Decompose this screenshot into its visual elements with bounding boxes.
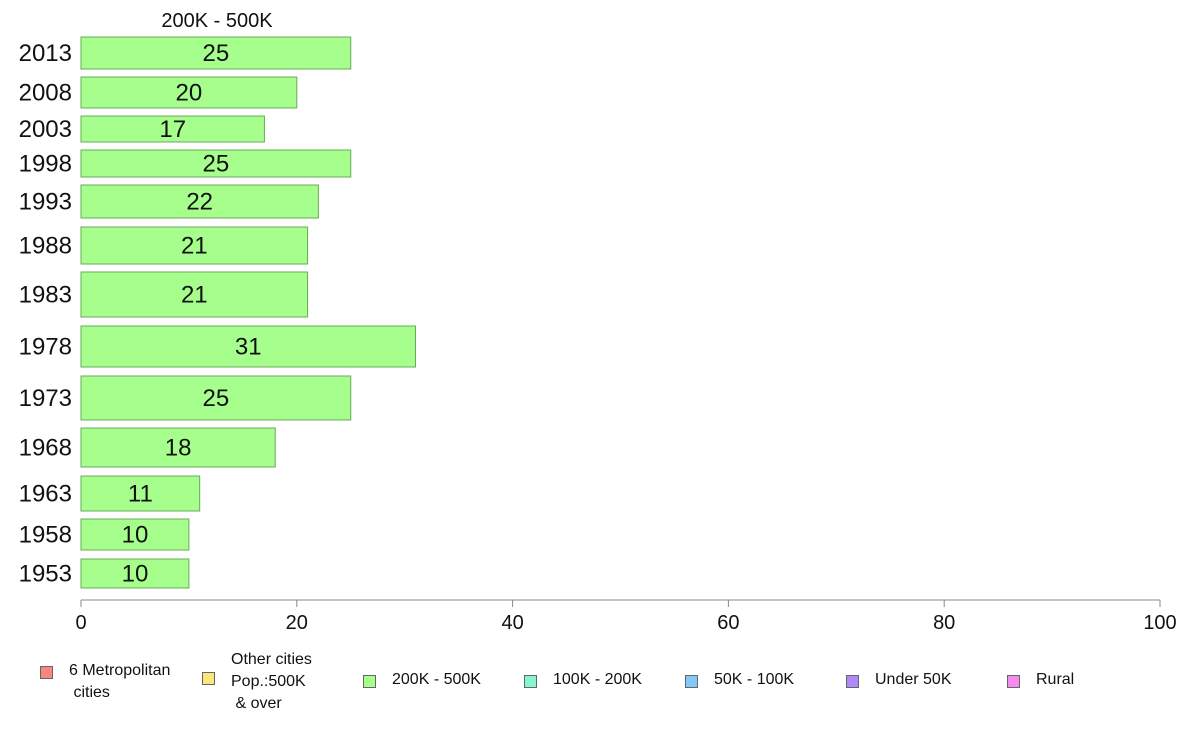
legend-swatch [363, 675, 376, 688]
x-tick-label: 100 [1143, 612, 1176, 634]
bars-group: 2013 25 2008 20 2003 17 1998 25 1993 22 1988 21 1983… [19, 36, 416, 589]
y-tick-label: 1998 [19, 151, 72, 178]
y-tick-label: 1978 [19, 334, 72, 361]
legend-label: 200K - 500K [392, 671, 481, 688]
bar-1988 [80, 226, 309, 265]
bar-1998 [80, 149, 352, 178]
bar-1968 [80, 427, 276, 468]
data-label: 10 [122, 522, 149, 549]
bar-2013 [80, 36, 352, 70]
bar-1953 [80, 558, 190, 589]
legend-label: Rural [1036, 671, 1075, 688]
data-label: 17 [159, 116, 186, 143]
legend-label: 50K - 100K [714, 671, 795, 688]
data-label: 25 [203, 151, 230, 178]
data-label: 11 [128, 481, 153, 508]
y-tick-label: 1953 [19, 561, 72, 588]
legend-swatch [1007, 675, 1020, 688]
data-label: 20 [176, 80, 203, 107]
x-axis: 0 20 40 60 80 100 [75, 599, 1177, 634]
x-tick-label: 40 [501, 612, 523, 634]
legend-label: Under 50K [875, 671, 952, 688]
data-label: 18 [165, 435, 192, 462]
y-tick-label: 1963 [19, 481, 72, 508]
y-tick-label: 1983 [19, 282, 72, 309]
bar-1958 [80, 518, 190, 551]
bar-1973 [80, 375, 352, 421]
x-tick-label: 80 [933, 612, 955, 634]
bar-1983 [80, 271, 309, 318]
legend-item-metropolitan: 6 Metropolitan cities [40, 660, 170, 704]
x-tick-label: 60 [717, 612, 739, 634]
legend-label: 100K - 200K [553, 671, 642, 688]
legend-label: Other cities Pop.:500K & over [231, 651, 312, 712]
bar-2003 [80, 115, 265, 143]
chart: 200K - 500K 2013 25 2008 20 2003 17 1998 25 1993… [19, 10, 1177, 634]
y-tick-label: 1988 [19, 233, 72, 260]
data-label: 31 [235, 334, 262, 361]
bar-1993 [80, 184, 319, 219]
legend-item-100k-200k: 100K - 200K [524, 669, 642, 691]
legend-swatch [202, 672, 215, 685]
data-label: 21 [181, 233, 208, 260]
legend-item-other-cities: Other cities Pop.:500K & over [202, 649, 312, 715]
data-label: 22 [186, 189, 213, 216]
y-tick-label: 2003 [19, 116, 72, 143]
y-tick-label: 1968 [19, 435, 72, 462]
data-label: 25 [203, 385, 230, 412]
legend-swatch [40, 666, 53, 679]
bar-1978 [80, 325, 416, 368]
panel-title: 200K - 500K [161, 10, 273, 32]
data-label: 10 [122, 561, 149, 588]
y-tick-label: 2013 [19, 40, 72, 67]
legend-item-200k-500k: 200K - 500K [363, 669, 481, 691]
legend-swatch [685, 675, 698, 688]
legend: 6 Metropolitan cities Other cities Pop.:… [0, 650, 1188, 730]
legend-item-50k-100k: 50K - 100K [685, 669, 794, 691]
data-label: 25 [203, 40, 230, 67]
data-label: 21 [181, 282, 208, 309]
x-tick-label: 0 [75, 612, 86, 634]
x-tick-label: 20 [286, 612, 308, 634]
bar-1963 [80, 475, 201, 512]
legend-item-under-50k: Under 50K [846, 669, 952, 691]
legend-item-rural: Rural [1007, 669, 1074, 691]
legend-swatch [524, 675, 537, 688]
legend-swatch [846, 675, 859, 688]
bar-2008 [80, 76, 298, 109]
y-tick-label: 1958 [19, 522, 72, 549]
legend-label: 6 Metropolitan cities [69, 662, 171, 701]
y-tick-label: 1993 [19, 189, 72, 216]
y-tick-label: 2008 [19, 80, 72, 107]
y-tick-label: 1973 [19, 385, 72, 412]
